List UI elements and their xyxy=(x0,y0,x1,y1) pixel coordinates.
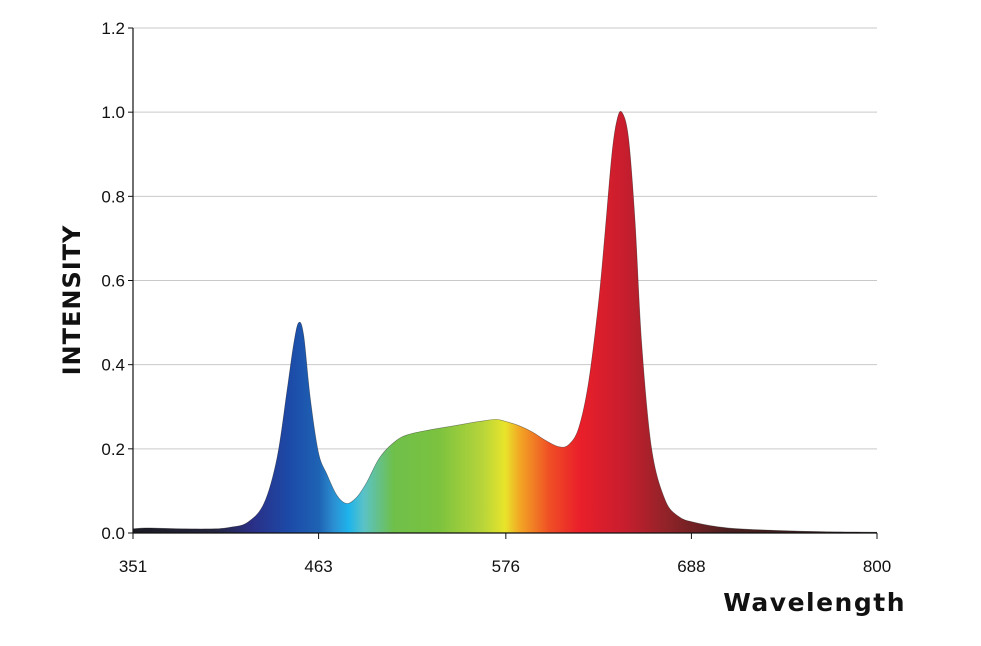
y-tick-label: 1.2 xyxy=(101,19,125,38)
x-tick-labels: 351 463 576 688 800 xyxy=(119,557,891,576)
x-axis-title: Wavelength xyxy=(723,588,906,617)
y-tick-label: 0.8 xyxy=(101,187,125,206)
x-tick-label: 800 xyxy=(863,557,891,576)
gridlines xyxy=(133,27,877,450)
x-tick-label: 688 xyxy=(677,557,705,576)
x-tick-label: 351 xyxy=(119,557,147,576)
y-tick-label: 1.0 xyxy=(101,103,125,122)
spectrum-area xyxy=(133,111,877,534)
y-tick-label: 0.6 xyxy=(101,272,125,291)
y-tick-label: 0.0 xyxy=(101,524,125,543)
y-axis-title: INTENSITY xyxy=(58,225,86,376)
y-tick-label: 0.4 xyxy=(101,356,125,375)
x-tick-label: 463 xyxy=(304,557,332,576)
y-tick-label: 0.2 xyxy=(101,440,125,459)
axes xyxy=(128,27,878,539)
y-tick-labels: 0.0 0.2 0.4 0.6 0.8 1.0 1.2 xyxy=(101,19,125,543)
spectrum-outline xyxy=(132,111,878,533)
x-tick-label: 576 xyxy=(492,557,520,576)
